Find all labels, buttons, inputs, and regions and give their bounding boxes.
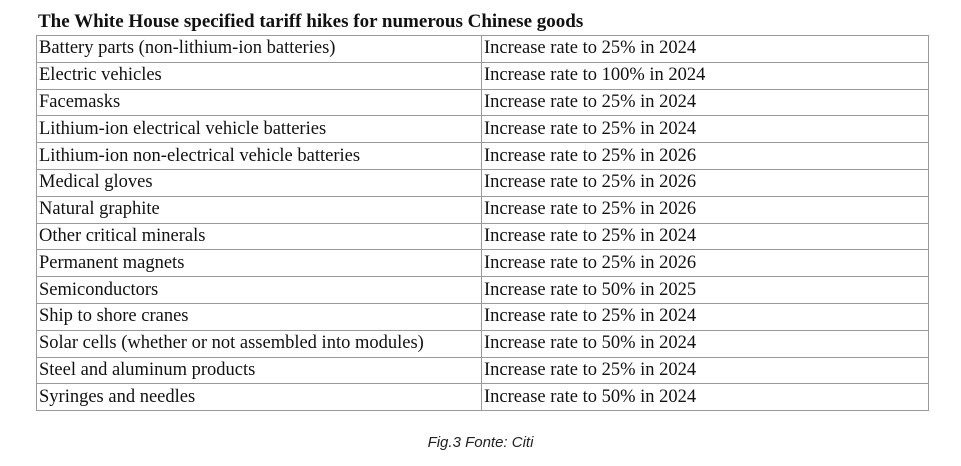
table-row: Lithium-ion non-electrical vehicle batte… xyxy=(36,142,929,170)
good-cell: Medical gloves xyxy=(36,168,482,197)
good-cell: Ship to shore cranes xyxy=(36,302,482,331)
table-row: Steel and aluminum products Increase rat… xyxy=(36,356,929,385)
good-cell: Electric vehicles xyxy=(36,61,482,90)
table-row: Permanent magnets Increase rate to 25% i… xyxy=(36,249,929,278)
good-cell: Solar cells (whether or not assembled in… xyxy=(36,329,482,358)
good-cell: Permanent magnets xyxy=(36,249,482,278)
table-row: Ship to shore cranes Increase rate to 25… xyxy=(36,302,929,331)
figure-caption: Fig.3 Fonte: Citi xyxy=(427,434,534,451)
good-cell: Other critical minerals xyxy=(36,222,482,251)
table-row: Facemasks Increase rate to 25% in 2024 xyxy=(36,88,929,117)
table-row: Battery parts (non-lithium-ion batteries… xyxy=(36,35,929,63)
table-row: Syringes and needles Increase rate to 50… xyxy=(36,383,929,412)
table-row: Medical gloves Increase rate to 25% in 2… xyxy=(36,168,929,197)
rate-cell: Increase rate to 25% in 2026 xyxy=(481,142,929,170)
good-cell: Steel and aluminum products xyxy=(36,356,482,385)
good-cell: Lithium-ion electrical vehicle batteries xyxy=(36,115,482,144)
good-cell: Semiconductors xyxy=(36,276,482,304)
rate-cell: Increase rate to 25% in 2024 xyxy=(481,88,929,117)
table-row: Lithium-ion electrical vehicle batteries… xyxy=(36,115,929,144)
table-row: Semiconductors Increase rate to 50% in 2… xyxy=(36,276,929,304)
rate-cell: Increase rate to 25% in 2026 xyxy=(481,195,929,224)
tariff-table: Battery parts (non-lithium-ion batteries… xyxy=(36,35,929,412)
rate-cell: Increase rate to 25% in 2024 xyxy=(481,115,929,144)
table-row: Solar cells (whether or not assembled in… xyxy=(36,329,929,358)
rate-cell: Increase rate to 25% in 2026 xyxy=(481,249,929,278)
rate-cell: Increase rate to 25% in 2024 xyxy=(481,35,929,63)
rate-cell: Increase rate to 25% in 2024 xyxy=(481,302,929,331)
good-cell: Syringes and needles xyxy=(36,383,482,412)
table-row: Electric vehicles Increase rate to 100% … xyxy=(36,61,929,90)
rate-cell: Increase rate to 100% in 2024 xyxy=(481,61,929,90)
good-cell: Facemasks xyxy=(36,88,482,117)
table-title: The White House specified tariff hikes f… xyxy=(38,11,584,32)
table-row: Natural graphite Increase rate to 25% in… xyxy=(36,195,929,224)
rate-cell: Increase rate to 50% in 2024 xyxy=(481,329,929,358)
good-cell: Lithium-ion non-electrical vehicle batte… xyxy=(36,142,482,170)
good-cell: Battery parts (non-lithium-ion batteries… xyxy=(36,35,482,63)
good-cell: Natural graphite xyxy=(36,195,482,224)
rate-cell: Increase rate to 50% in 2025 xyxy=(481,276,929,304)
rate-cell: Increase rate to 25% in 2026 xyxy=(481,168,929,197)
rate-cell: Increase rate to 25% in 2024 xyxy=(481,222,929,251)
rate-cell: Increase rate to 25% in 2024 xyxy=(481,356,929,385)
tariff-table-body: Battery parts (non-lithium-ion batteries… xyxy=(36,35,929,412)
table-row: Other critical minerals Increase rate to… xyxy=(36,222,929,251)
rate-cell: Increase rate to 50% in 2024 xyxy=(481,383,929,412)
